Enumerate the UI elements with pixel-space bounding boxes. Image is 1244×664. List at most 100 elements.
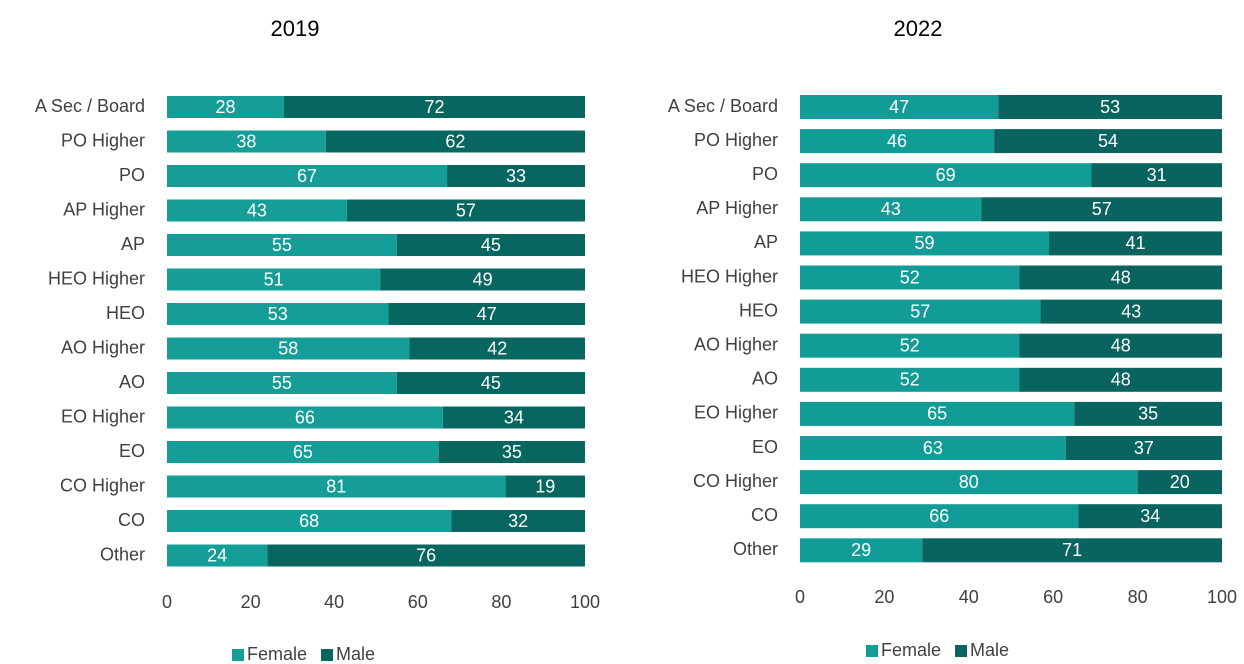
- y-tick-label: Other: [733, 539, 778, 559]
- value-label: 43: [247, 200, 267, 220]
- y-tick-label: EO: [752, 437, 778, 457]
- bar-segment: [167, 372, 397, 394]
- y-tick-label: AP: [754, 232, 778, 252]
- bar-segment: [167, 544, 268, 567]
- value-label: 57: [1092, 199, 1112, 219]
- x-tick-label: 20: [241, 592, 261, 612]
- x-tick-label: 60: [408, 592, 428, 612]
- legend-label: Female: [881, 640, 941, 660]
- bar-segment: [1091, 163, 1222, 188]
- bar-segment: [167, 337, 410, 360]
- bar-segment: [451, 510, 585, 532]
- bar-segment: [1074, 401, 1222, 426]
- bar-segment: [1137, 470, 1222, 495]
- bar-segment: [267, 544, 585, 567]
- bar-segment: [800, 231, 1049, 256]
- value-label: 46: [887, 131, 907, 151]
- x-tick-label: 80: [491, 592, 511, 612]
- bar-segment: [800, 470, 1138, 495]
- bar-segment: [800, 265, 1020, 290]
- bar-segment: [800, 436, 1066, 460]
- legend-swatch: [232, 649, 244, 661]
- y-tick-label: CO: [118, 510, 145, 530]
- bar-segment: [800, 367, 1020, 392]
- value-label: 69: [936, 165, 956, 185]
- x-tick-label: 40: [324, 592, 344, 612]
- bar-segment: [284, 96, 585, 118]
- bar-segment: [447, 165, 585, 187]
- bar-segment: [981, 197, 1222, 222]
- bar-segment: [167, 268, 381, 291]
- bar-segment: [800, 333, 1020, 358]
- value-label: 65: [293, 442, 313, 462]
- y-tick-label: HEO: [106, 303, 145, 323]
- value-label: 42: [487, 338, 507, 358]
- y-tick-label: AO: [119, 372, 145, 392]
- value-label: 52: [900, 267, 920, 287]
- y-tick-label: EO: [119, 441, 145, 461]
- bar-segment: [505, 475, 585, 498]
- bar-segment: [800, 401, 1075, 426]
- bar-segment: [167, 303, 389, 325]
- bar-segment: [346, 199, 585, 222]
- bar-segment: [1040, 299, 1222, 324]
- value-label: 47: [477, 304, 497, 324]
- value-label: 68: [299, 511, 319, 531]
- y-tick-label: HEO Higher: [48, 268, 145, 288]
- y-tick-label: CO: [751, 505, 778, 525]
- legend-label: Male: [336, 644, 375, 664]
- x-tick-label: 100: [570, 592, 600, 612]
- y-tick-label: HEO Higher: [681, 266, 778, 286]
- y-tick-label: PO Higher: [61, 130, 145, 150]
- bar-segment: [800, 197, 982, 222]
- value-label: 57: [910, 301, 930, 321]
- value-label: 48: [1111, 267, 1131, 287]
- legend-label: Female: [247, 644, 307, 664]
- bar-segment: [1078, 504, 1222, 529]
- y-tick-label: CO Higher: [60, 475, 145, 495]
- legend-swatch: [955, 645, 968, 657]
- y-tick-label: AP Higher: [63, 199, 145, 219]
- value-label: 48: [1111, 335, 1131, 355]
- value-label: 45: [481, 235, 501, 255]
- bar-segment: [167, 510, 452, 532]
- bar-segment: [800, 163, 1092, 188]
- chart-title: 2022: [894, 16, 943, 41]
- bar-segment: [442, 406, 585, 429]
- y-tick-label: Other: [100, 544, 145, 564]
- value-label: 62: [445, 131, 465, 151]
- chart-title: 2019: [271, 16, 320, 41]
- bar-segment: [800, 299, 1041, 324]
- value-label: 35: [1138, 404, 1158, 424]
- y-tick-label: AO: [752, 369, 778, 389]
- value-label: 45: [481, 373, 501, 393]
- value-label: 65: [927, 404, 947, 424]
- value-label: 53: [268, 304, 288, 324]
- bar-segment: [1019, 265, 1222, 290]
- x-tick-label: 100: [1207, 587, 1237, 607]
- y-tick-label: HEO: [739, 300, 778, 320]
- value-label: 51: [264, 269, 284, 289]
- bar-segment: [800, 129, 995, 154]
- x-tick-label: 20: [874, 587, 894, 607]
- y-tick-label: PO Higher: [694, 130, 778, 150]
- value-label: 32: [508, 511, 528, 531]
- x-tick-label: 40: [959, 587, 979, 607]
- bar-segment: [1019, 333, 1222, 358]
- value-label: 58: [278, 338, 298, 358]
- value-label: 57: [456, 200, 476, 220]
- value-label: 47: [889, 97, 909, 117]
- bar-segment: [994, 129, 1222, 154]
- bar-segment: [388, 303, 585, 325]
- bar-segment: [800, 504, 1079, 529]
- bar-segment: [167, 475, 506, 498]
- bar-segment: [396, 234, 585, 256]
- y-tick-label: EO Higher: [61, 406, 145, 426]
- value-label: 54: [1098, 131, 1118, 151]
- y-tick-label: AO Higher: [694, 334, 778, 354]
- value-label: 76: [416, 545, 436, 565]
- value-label: 52: [900, 370, 920, 390]
- bar-segment: [167, 441, 439, 463]
- value-label: 67: [297, 166, 317, 186]
- value-label: 31: [1147, 165, 1167, 185]
